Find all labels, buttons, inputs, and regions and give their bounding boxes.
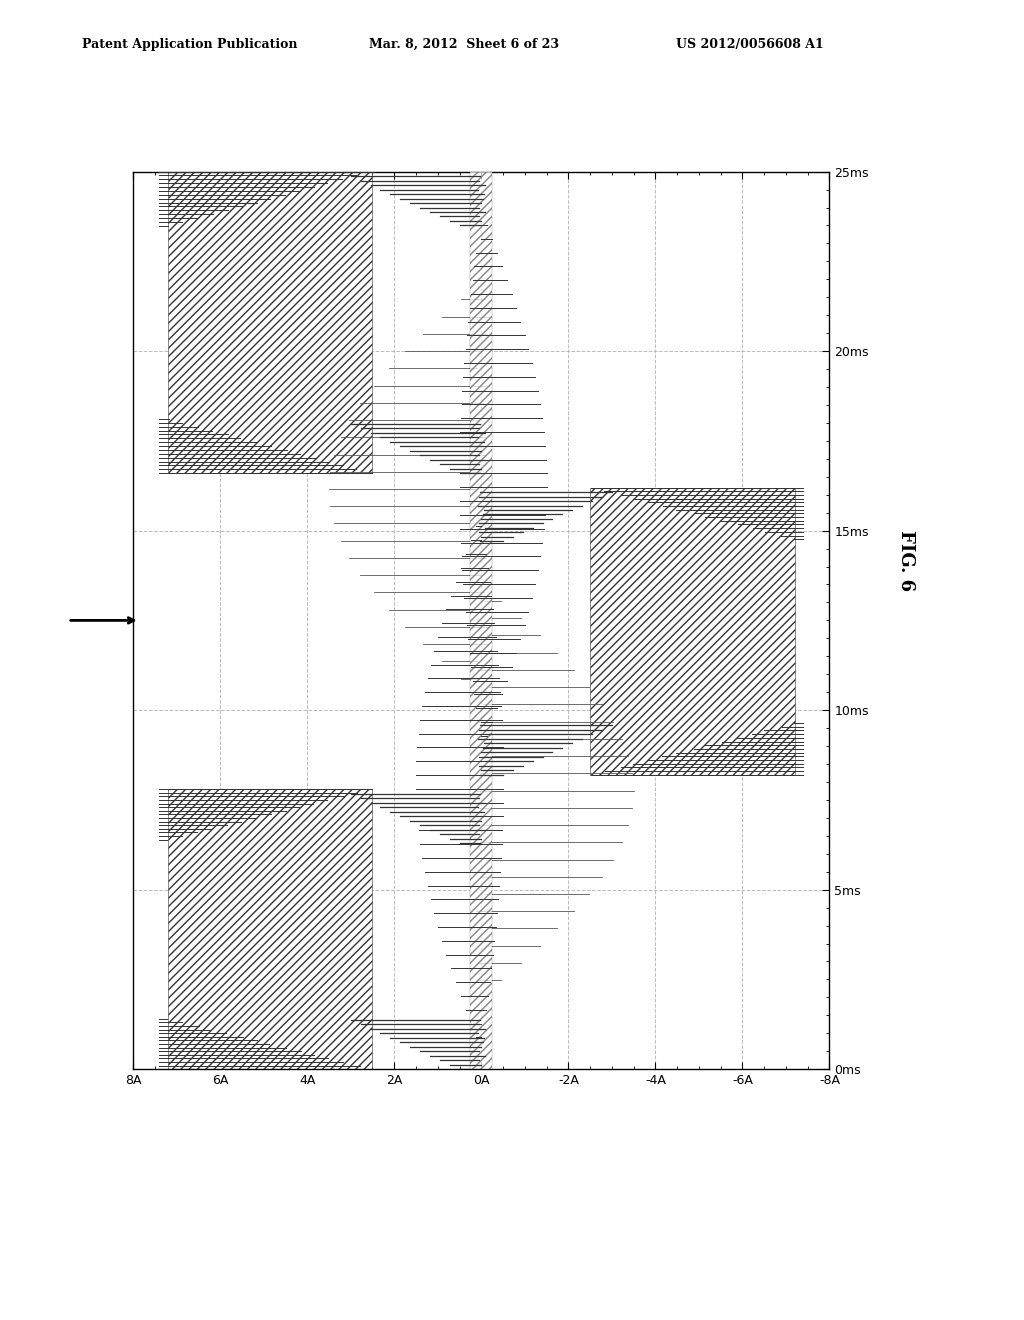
Polygon shape — [470, 172, 493, 1069]
Text: US 2012/0056608 A1: US 2012/0056608 A1 — [676, 37, 823, 50]
Polygon shape — [168, 172, 373, 473]
Text: Mar. 8, 2012  Sheet 6 of 23: Mar. 8, 2012 Sheet 6 of 23 — [369, 37, 559, 50]
Polygon shape — [590, 487, 795, 775]
Text: Patent Application Publication: Patent Application Publication — [82, 37, 297, 50]
Polygon shape — [470, 172, 493, 1069]
Polygon shape — [168, 789, 373, 1069]
Text: FIG. 6: FIG. 6 — [897, 531, 915, 591]
